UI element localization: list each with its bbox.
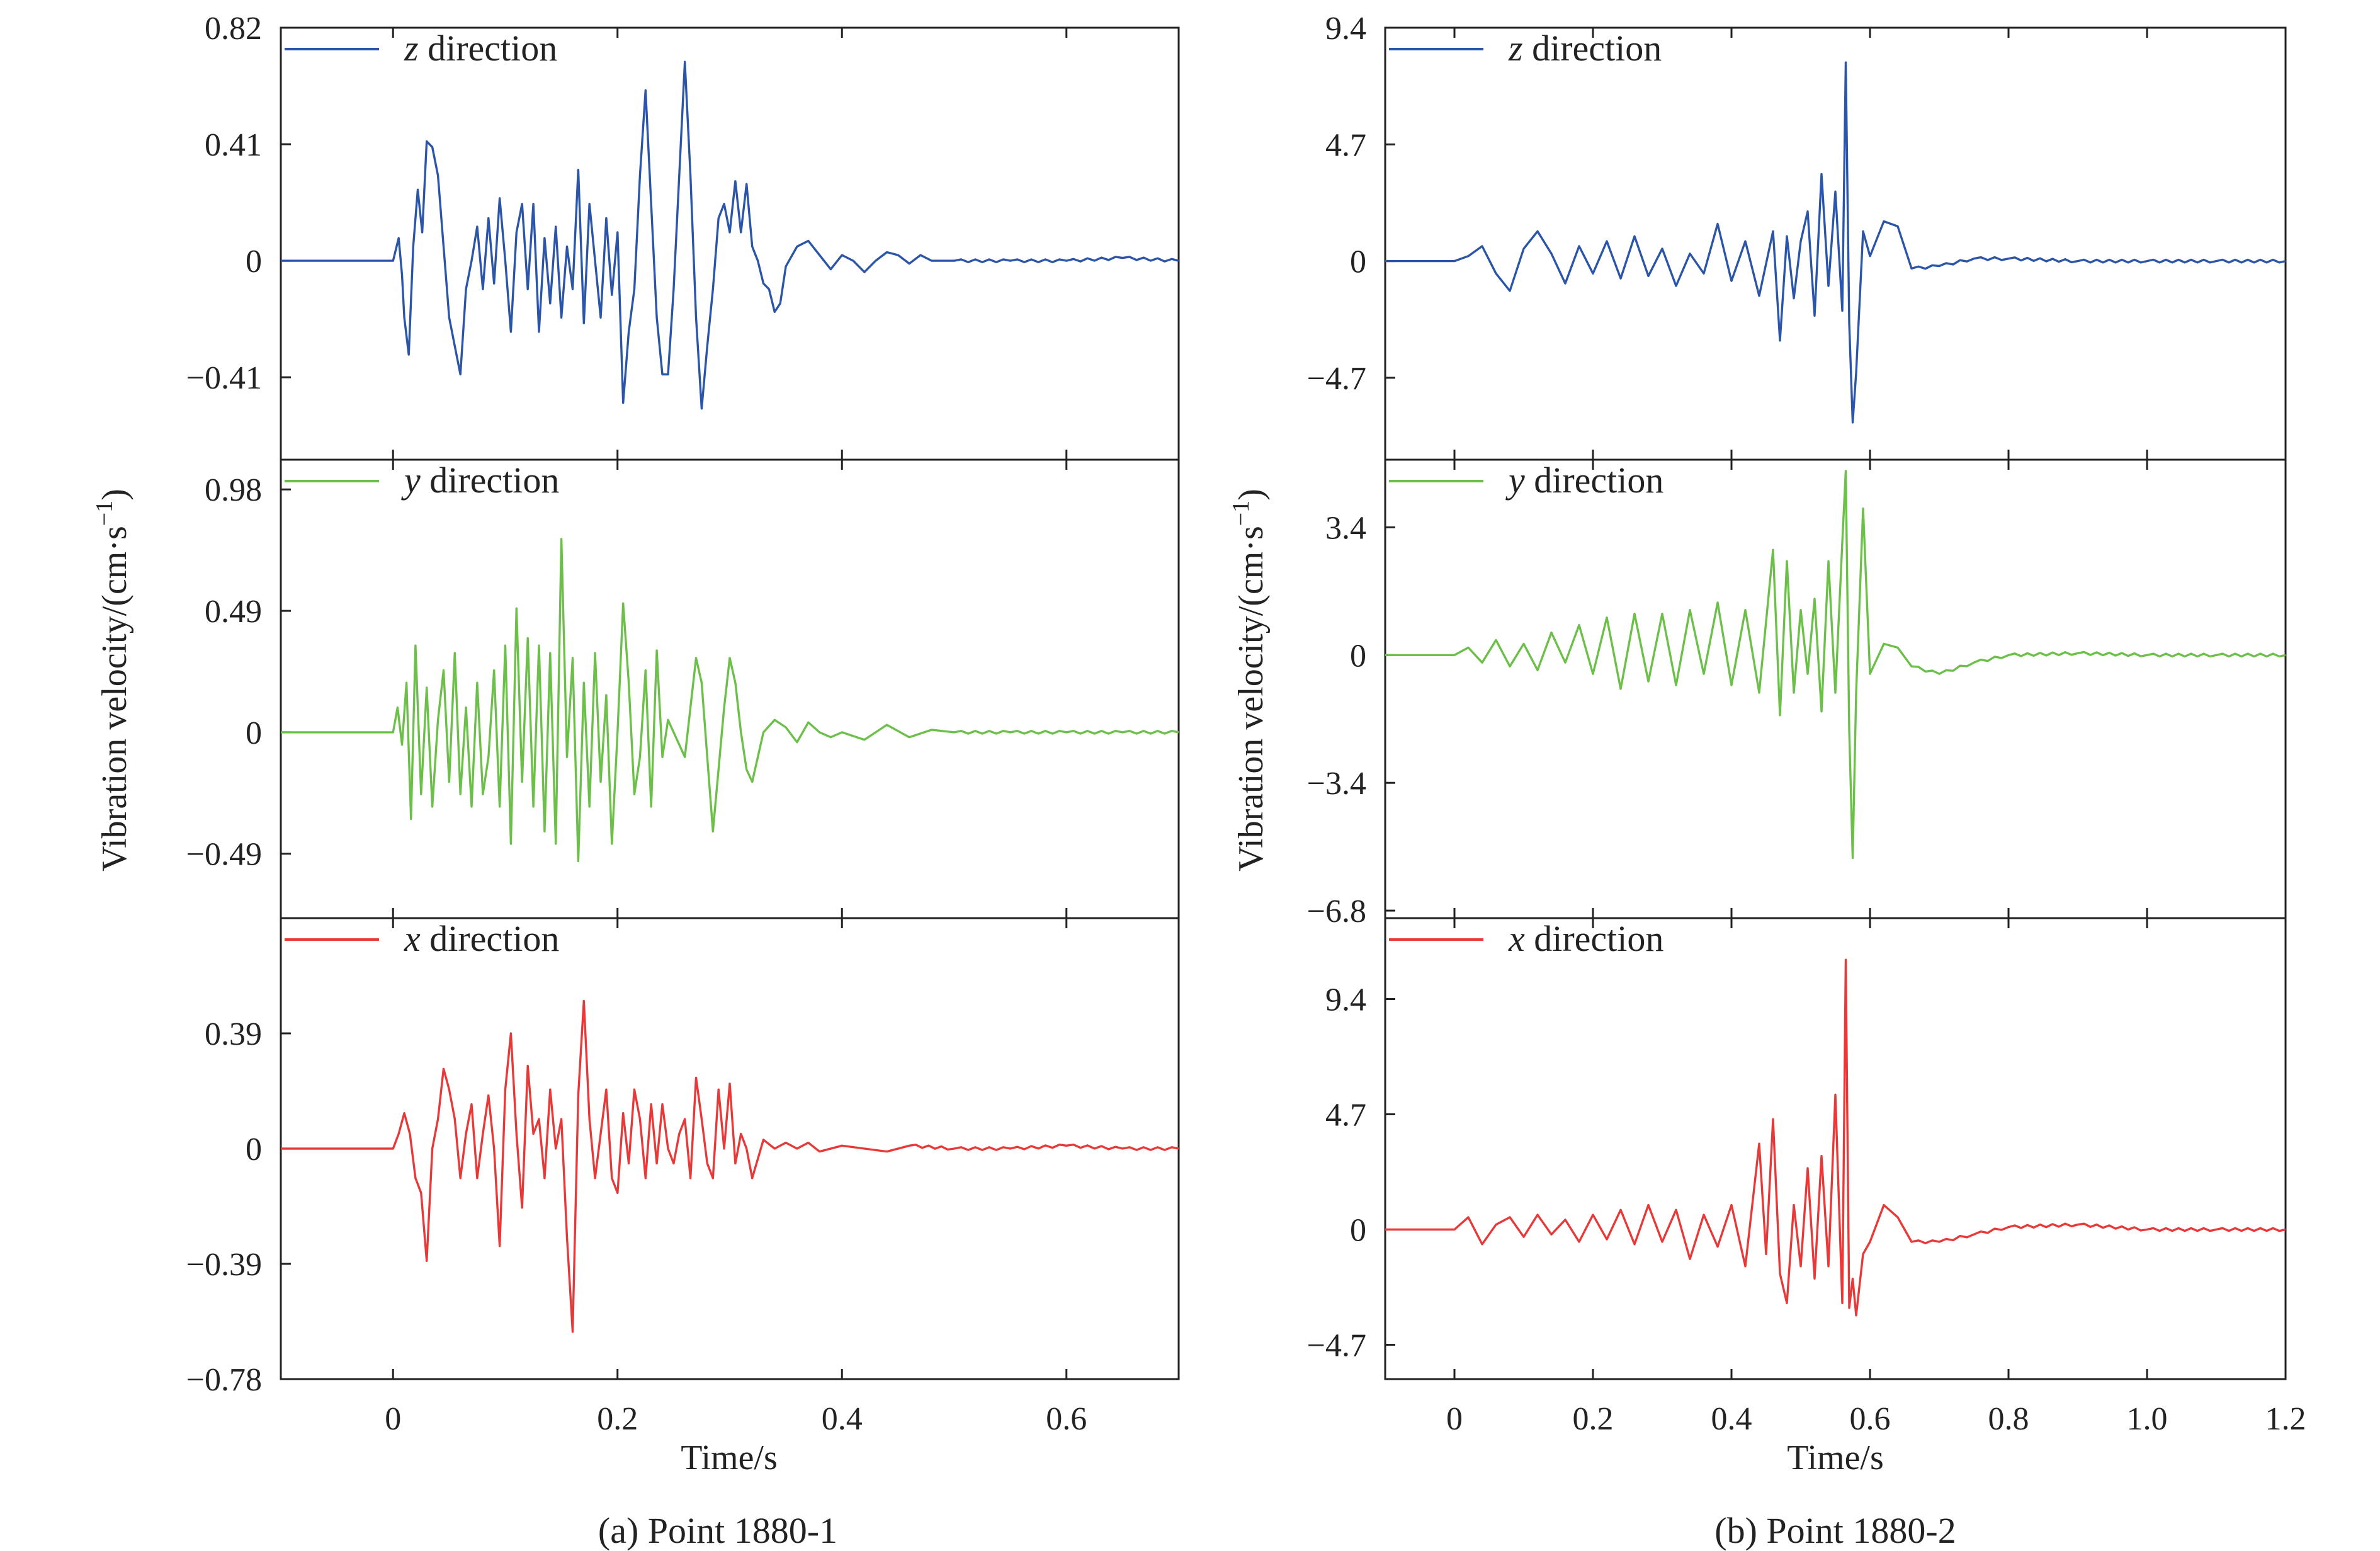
series-line-y	[1385, 470, 2286, 860]
panel-frame	[280, 26, 1180, 461]
panel-frame	[1384, 917, 2287, 1380]
panel-x-direction-b: 9.4 4.7 0 −4.7 x direction 0 0.2 0.4 0.6 0.8 1.0 1.…	[1307, 917, 2306, 1437]
x-tick-label: 0.6	[1850, 1401, 1891, 1437]
y-tick-label: 0	[1350, 638, 1366, 674]
panel-y-direction-a: 0.98 0.49 0 −0.49 y direction	[186, 458, 1180, 919]
y-axis-title-b: Vibration velocity/(cm·s−1)	[1228, 489, 1271, 872]
y-tick-label: 9.4	[1325, 11, 1366, 47]
series-line-z	[281, 60, 1179, 410]
y-tick-label: −3.4	[1307, 766, 1366, 802]
chart-point-1880-2: Vibration velocity/(cm·s−1) Time/s (b) P…	[1228, 11, 2306, 1551]
x-tick-label: 0.4	[1711, 1401, 1752, 1437]
x-tick-label: 0.2	[1573, 1401, 1614, 1437]
panel-frame	[280, 458, 1180, 919]
caption-b: (b) Point 1880-2	[1714, 1510, 1956, 1551]
x-tick-label: 0	[1446, 1401, 1463, 1437]
legend-label: x direction	[404, 918, 559, 959]
y-tick-label: −0.78	[186, 1362, 262, 1398]
y-tick-label: 0.49	[205, 594, 262, 630]
y-tick-label: 0	[246, 244, 262, 280]
y-tick-label: 4.7	[1325, 1097, 1366, 1133]
x-axis-title-a: Time/s	[681, 1438, 778, 1477]
x-tick-label: 0.4	[822, 1401, 863, 1437]
series-line-x	[281, 999, 1179, 1333]
y-tick-label: 0	[246, 715, 262, 751]
series-line-z	[1385, 61, 2286, 424]
legend-label: y direction	[1505, 460, 1663, 501]
x-tick-label: 0.8	[1988, 1401, 2029, 1437]
y-tick-label: −0.49	[186, 837, 262, 873]
panel-x-direction-a: 0.39 0 −0.39 −0.78 x direction 0 0.2 0.4 0.6	[186, 917, 1180, 1437]
y-tick-label: 0.98	[205, 472, 262, 508]
x-tick-label: 0.6	[1046, 1401, 1087, 1437]
legend-label: z direction	[1508, 28, 1662, 69]
panel-z-direction-b: 9.4 4.7 0 −4.7 z direction	[1307, 11, 2287, 461]
x-tick-label: 0.2	[597, 1401, 638, 1437]
panel-z-direction-a: 0.82 0.41 0 −0.41 z direction	[186, 11, 1180, 461]
x-axis-title-b: Time/s	[1787, 1438, 1884, 1477]
y-tick-label: −6.8	[1307, 894, 1366, 929]
x-tick-label: 1.0	[2127, 1401, 2168, 1437]
y-tick-label: 4.7	[1325, 127, 1366, 163]
series-line-x	[1385, 958, 2286, 1317]
chart-point-1880-1: Vibration velocity/(cm·s−1) Time/s (a) P…	[91, 11, 1180, 1551]
y-tick-label: −4.7	[1307, 1327, 1366, 1363]
y-tick-label: −4.7	[1307, 361, 1366, 397]
y-tick-label: 0.41	[205, 127, 262, 163]
y-tick-label: 9.4	[1325, 982, 1366, 1018]
legend-label: x direction	[1508, 918, 1663, 959]
caption-a: (a) Point 1880-1	[598, 1510, 837, 1551]
y-tick-label: 0.39	[205, 1016, 262, 1052]
legend-label: z direction	[404, 28, 557, 69]
y-tick-label: −0.41	[186, 360, 262, 396]
panel-frame	[1384, 26, 2287, 461]
y-axis-title-a: Vibration velocity/(cm·s−1)	[91, 489, 134, 872]
panel-y-direction-b: 3.4 0 −3.4 −6.8 y direction	[1307, 458, 2287, 929]
x-tick-label: 0	[385, 1401, 401, 1437]
y-tick-label: 3.4	[1325, 510, 1366, 546]
y-tick-label: −0.39	[186, 1247, 262, 1283]
panel-frame	[280, 917, 1180, 1380]
y-tick-label: 0.82	[205, 11, 262, 47]
series-line-y	[281, 538, 1179, 863]
y-tick-label: 0	[1350, 244, 1366, 280]
y-tick-label: 0	[246, 1132, 262, 1168]
x-tick-label: 1.2	[2265, 1401, 2306, 1437]
y-tick-label: 0	[1350, 1212, 1366, 1248]
legend-label: y direction	[401, 460, 559, 501]
